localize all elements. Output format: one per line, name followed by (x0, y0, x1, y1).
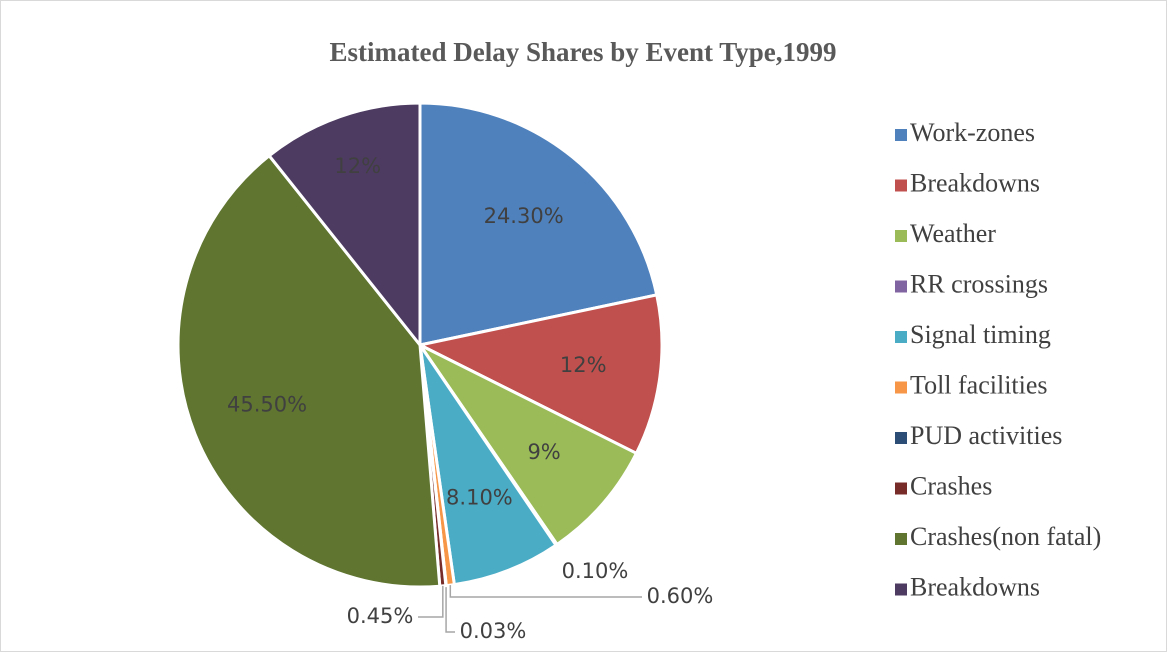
data-label: 0.10% (562, 559, 629, 583)
data-label: 0.60% (647, 584, 714, 608)
pie-slice (418, 101, 659, 347)
legend-label: Crashes (910, 471, 992, 500)
legend-label: Toll facilities (910, 370, 1048, 399)
leader-line (418, 585, 444, 618)
data-label: 12% (560, 353, 607, 377)
legend-label: RR crossings (910, 269, 1048, 298)
legend-swatch (895, 179, 907, 192)
legend-label: Breakdowns (910, 168, 1040, 197)
data-label: 45.50% (227, 393, 307, 417)
legend-label: Breakdowns (910, 572, 1040, 601)
data-label: 0.03% (460, 619, 527, 643)
legend-label: Crashes(non fatal) (910, 522, 1101, 551)
data-label: 0.45% (347, 604, 414, 628)
legend-label: Work-zones (910, 118, 1035, 147)
legend-swatch (895, 280, 907, 293)
pie-slice (415, 293, 664, 456)
data-label: 8.10% (446, 485, 513, 509)
legend-swatch (895, 482, 907, 495)
data-label: 12% (334, 154, 381, 178)
pie-slice (418, 343, 639, 547)
pie-slice (418, 344, 559, 587)
leader-line (445, 585, 455, 633)
legend-swatch (895, 583, 907, 596)
legend-swatch (895, 129, 907, 141)
legend-label: Weather (910, 219, 996, 248)
legend-swatch (895, 533, 907, 545)
legend-label: Signal timing (910, 320, 1051, 349)
data-label: 9% (527, 440, 560, 464)
legend-swatch (895, 432, 907, 444)
legend-swatch (895, 381, 907, 394)
legend-swatch (895, 331, 907, 343)
leader-line (449, 585, 642, 598)
pie-slice (176, 153, 442, 589)
chart-title: Estimated Delay Shares by Event Type,199… (329, 37, 836, 67)
pie-slice (267, 101, 422, 350)
legend-label: PUD activities (910, 421, 1062, 450)
data-label: 24.30% (484, 204, 564, 228)
legend-swatch (895, 230, 907, 242)
